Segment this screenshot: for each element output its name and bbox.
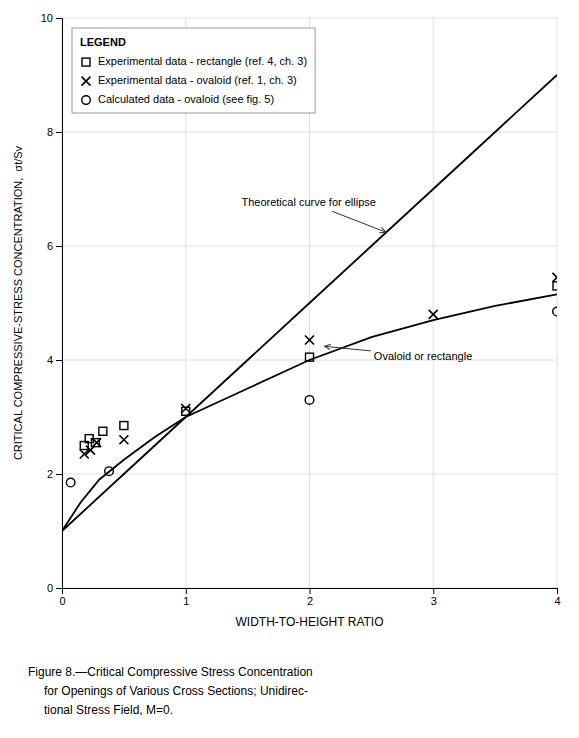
x-axis-tick-mark	[433, 588, 434, 594]
point	[305, 396, 314, 405]
y-axis-tick-label: 6	[47, 240, 53, 252]
x-axis-tick-label: 4	[554, 595, 560, 607]
y-axis-line	[56, 19, 63, 589]
legend-item: Calculated data - ovaloid (see fig. 5)	[82, 93, 274, 105]
y-grid-line	[62, 246, 557, 247]
y-axis-tick: 0	[47, 582, 62, 594]
x-axis-tick: 3	[431, 588, 437, 607]
x-axis-tick: 4	[554, 588, 560, 607]
chart: 0 1 2 3 4 0 2 4 6 8 10 WIDTH-TO-HEIGHT RATIO CRITICA…	[0, 0, 579, 738]
curve	[62, 294, 557, 531]
legend-box	[72, 28, 315, 113]
point-series	[66, 307, 557, 487]
x-grid-line	[557, 18, 558, 588]
legend-label: Experimental data - ovaloid (ref. 1, ch.…	[98, 74, 297, 86]
y-axis-tick-label: 4	[47, 354, 53, 366]
x-axis-tick: 0	[59, 588, 65, 607]
point	[553, 273, 558, 282]
grid	[62, 18, 557, 588]
legend-marker	[82, 77, 91, 86]
x-axis-tick-label: 3	[431, 595, 437, 607]
y-axis-tick-mark	[56, 360, 62, 361]
plot-area	[62, 75, 557, 531]
legend-title: LEGEND	[80, 36, 126, 48]
y-axis-tick-label: 10	[41, 12, 53, 24]
x-axis-tick-label: 2	[307, 595, 313, 607]
y-axis-tick-mark	[56, 588, 62, 589]
caption: Figure 8.—Critical Compressive Stress Co…	[28, 665, 313, 717]
y-axis: 0 2 4 6 8 10	[41, 12, 63, 594]
annotations: Theoretical curve for ellipse Ovaloid or …	[241, 196, 472, 362]
point-series	[80, 282, 557, 450]
y-grid-line	[62, 18, 557, 19]
x-axis-tick-mark	[310, 588, 311, 594]
y-axis-tick: 4	[47, 354, 62, 366]
point	[181, 404, 190, 413]
y-axis-tick-mark	[56, 132, 62, 133]
y-axis-tick-mark	[56, 246, 62, 247]
point	[99, 427, 107, 435]
point	[92, 438, 101, 447]
legend-label: Calculated data - ovaloid (see fig. 5)	[98, 93, 274, 105]
x-grid-line	[433, 18, 434, 588]
x-axis-line	[63, 589, 558, 595]
annotation-arrow	[332, 211, 386, 232]
x-axis-tick: 1	[183, 588, 189, 607]
legend: LEGEND Experimental data - rectangle (ref…	[72, 28, 315, 113]
y-grid-line	[62, 474, 557, 475]
point	[553, 307, 557, 316]
y-axis-tick-label: 2	[47, 468, 53, 480]
annotation-text: Theoretical curve for ellipse	[241, 196, 376, 208]
y-axis-tick: 2	[47, 468, 62, 480]
x-axis-tick-mark	[186, 588, 187, 594]
caption-line: Figure 8.—Critical Compressive Stress Co…	[28, 665, 313, 679]
curve	[62, 75, 557, 531]
point	[119, 435, 128, 444]
y-grid-line	[62, 132, 557, 133]
y-axis-tick-label: 0	[47, 582, 53, 594]
y-axis-tick: 6	[47, 240, 62, 252]
y-axis-tick: 10	[41, 12, 62, 24]
x-axis-tick: 2	[307, 588, 313, 607]
legend-item: Experimental data - rectangle (ref. 4, c…	[82, 55, 307, 67]
annotation-arrow	[324, 346, 371, 351]
x-axis-tick-label: 1	[183, 595, 189, 607]
y-axis-tick-mark	[56, 18, 62, 19]
x-axis: 0 1 2 3 4	[59, 588, 560, 607]
x-axis-tick-label: 0	[59, 595, 65, 607]
y-axis-title: CRITICAL COMPRESSIVE-STRESS CONCENTRATIO…	[12, 145, 24, 460]
x-axis-title: WIDTH-TO-HEIGHT RATIO	[236, 615, 384, 629]
caption-line: for Openings of Various Cross Sections; …	[44, 684, 308, 698]
legend-item: Experimental data - ovaloid (ref. 1, ch.…	[82, 74, 297, 86]
point	[86, 446, 95, 455]
legend-marker	[82, 96, 91, 105]
point	[120, 422, 128, 430]
x-axis-tick-mark	[557, 588, 558, 594]
legend-marker	[82, 58, 90, 66]
point	[305, 336, 314, 345]
legend-label: Experimental data - rectangle (ref. 4, c…	[98, 55, 307, 67]
y-axis-tick: 8	[47, 126, 62, 138]
point	[306, 353, 314, 361]
caption-line: tional Stress Field, M=0.	[44, 703, 173, 717]
point	[66, 478, 75, 487]
point	[91, 439, 99, 447]
y-axis-tick-label: 8	[47, 126, 53, 138]
point	[429, 310, 438, 319]
point	[105, 467, 114, 476]
point-series	[80, 273, 557, 459]
annotation-text: Ovaloid or rectangle	[374, 350, 472, 362]
point	[553, 282, 557, 290]
y-axis-tick-mark	[56, 474, 62, 475]
